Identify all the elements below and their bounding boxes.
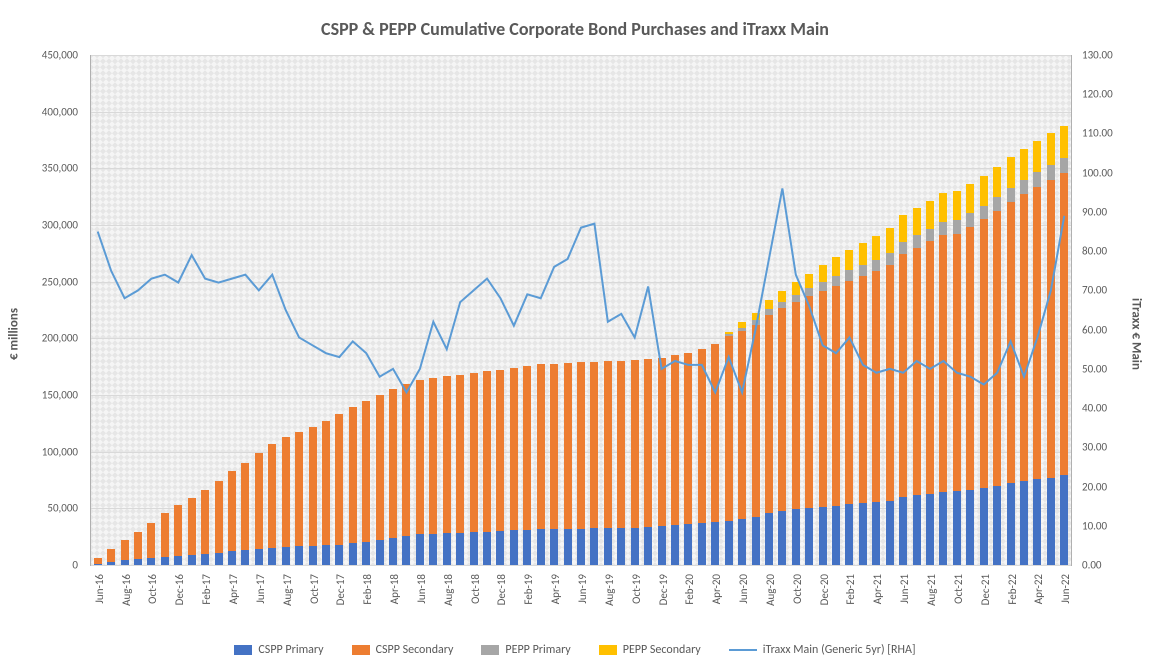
y-left-tick: 50,000 xyxy=(47,502,78,515)
legend-label: PEPP Primary xyxy=(505,643,570,657)
legend-label: CSPP Primary xyxy=(258,643,323,657)
x-tick: Oct-16 xyxy=(146,574,159,604)
x-tick: Oct-20 xyxy=(791,574,804,604)
legend-swatch-icon xyxy=(352,645,370,655)
y-right-tick: 130.00 xyxy=(1082,49,1113,62)
x-tick: Dec-21 xyxy=(979,574,992,605)
y-right-tick: 120.00 xyxy=(1082,88,1113,101)
y-right-tick: 0.00 xyxy=(1082,559,1102,572)
x-tick: Jun-22 xyxy=(1059,574,1072,604)
x-tick: Oct-18 xyxy=(469,574,482,604)
x-tick: Feb-21 xyxy=(844,574,857,605)
legend-item: CSPP Secondary xyxy=(352,643,454,657)
y-right-tick: 60.00 xyxy=(1082,323,1107,336)
y-right-tick: 70.00 xyxy=(1082,284,1107,297)
legend-item: PEPP Primary xyxy=(481,643,570,657)
y-left-tick: 400,000 xyxy=(42,105,78,118)
plot-area xyxy=(90,55,1072,566)
y-right-tick: 30.00 xyxy=(1082,441,1107,454)
x-tick: Apr-21 xyxy=(871,574,884,604)
legend-label: CSPP Secondary xyxy=(376,643,454,657)
y-left-tick: 0 xyxy=(72,559,78,572)
x-tick: Feb-20 xyxy=(683,574,696,605)
y-right-tick: 80.00 xyxy=(1082,245,1107,258)
x-tick: Aug-19 xyxy=(603,574,616,606)
y-right-tick: 100.00 xyxy=(1082,166,1113,179)
x-tick: Jun-20 xyxy=(737,574,750,604)
x-tick: Aug-21 xyxy=(925,574,938,606)
x-tick: Apr-22 xyxy=(1032,574,1045,604)
x-tick: Feb-17 xyxy=(200,574,213,605)
y-left-labels: 050,000100,000150,000200,000250,000300,0… xyxy=(0,55,84,565)
legend-item: PEPP Secondary xyxy=(599,643,701,657)
gridline xyxy=(91,565,1071,566)
x-tick: Oct-17 xyxy=(308,574,321,604)
x-tick: Aug-20 xyxy=(764,574,777,606)
y-left-tick: 250,000 xyxy=(42,275,78,288)
legend-item: CSPP Primary xyxy=(234,643,323,657)
x-tick: Dec-17 xyxy=(334,574,347,605)
chart-title: CSPP & PEPP Cumulative Corporate Bond Pu… xyxy=(0,18,1150,40)
x-tick: Apr-17 xyxy=(227,574,240,604)
x-tick: Jun-18 xyxy=(415,574,428,604)
x-tick: Jun-19 xyxy=(576,574,589,604)
legend-swatch-icon xyxy=(599,645,617,655)
y-left-tick: 350,000 xyxy=(42,162,78,175)
y-right-tick: 90.00 xyxy=(1082,205,1107,218)
x-tick: Aug-18 xyxy=(442,574,455,606)
y-right-labels: 0.0010.0020.0030.0040.0050.0060.0070.008… xyxy=(1076,55,1136,565)
chart-container: CSPP & PEPP Cumulative Corporate Bond Pu… xyxy=(0,0,1150,667)
x-tick: Feb-19 xyxy=(522,574,535,605)
y-left-tick: 450,000 xyxy=(42,49,78,62)
x-tick: Apr-18 xyxy=(388,574,401,604)
y-right-tick: 50.00 xyxy=(1082,362,1107,375)
y-right-tick: 110.00 xyxy=(1082,127,1113,140)
y-left-tick: 300,000 xyxy=(42,219,78,232)
x-tick: Feb-18 xyxy=(361,574,374,605)
x-tick: Jun-21 xyxy=(898,574,911,604)
x-tick: Aug-17 xyxy=(281,574,294,606)
legend-swatch-icon xyxy=(234,645,252,655)
x-tick: Oct-19 xyxy=(630,574,643,604)
x-tick: Dec-20 xyxy=(818,574,831,605)
y-left-tick: 150,000 xyxy=(42,389,78,402)
y-right-tick: 20.00 xyxy=(1082,480,1107,493)
x-tick: Apr-19 xyxy=(549,574,562,604)
x-tick: Dec-18 xyxy=(495,574,508,605)
x-tick: Dec-19 xyxy=(657,574,670,605)
x-tick: Jun-16 xyxy=(93,574,106,604)
y-left-tick: 200,000 xyxy=(42,332,78,345)
y-left-tick: 100,000 xyxy=(42,445,78,458)
x-tick: Dec-16 xyxy=(173,574,186,605)
legend-item: iTraxx Main (Generic 5yr) [RHA] xyxy=(729,643,916,657)
x-labels: Jun-16 Aug-16 Oct-16 Dec-16 Feb-17 Apr-17 Jun-… xyxy=(90,570,1070,630)
line-layer xyxy=(91,55,1071,565)
y-right-tick: 40.00 xyxy=(1082,402,1107,415)
x-tick: Oct-21 xyxy=(952,574,965,604)
itraxx-line xyxy=(98,188,1065,392)
legend: CSPP Primary CSPP Secondary PEPP Primary PE… xyxy=(0,643,1150,657)
legend-swatch-icon xyxy=(481,645,499,655)
x-tick: Jun-17 xyxy=(254,574,267,604)
x-tick: Apr-20 xyxy=(710,574,723,604)
x-tick: Feb-22 xyxy=(1006,574,1019,605)
y-right-tick: 10.00 xyxy=(1082,519,1107,532)
legend-label: iTraxx Main (Generic 5yr) [RHA] xyxy=(763,643,916,657)
x-tick: Aug-16 xyxy=(120,574,133,606)
legend-label: PEPP Secondary xyxy=(623,643,701,657)
legend-line-icon xyxy=(729,649,757,651)
